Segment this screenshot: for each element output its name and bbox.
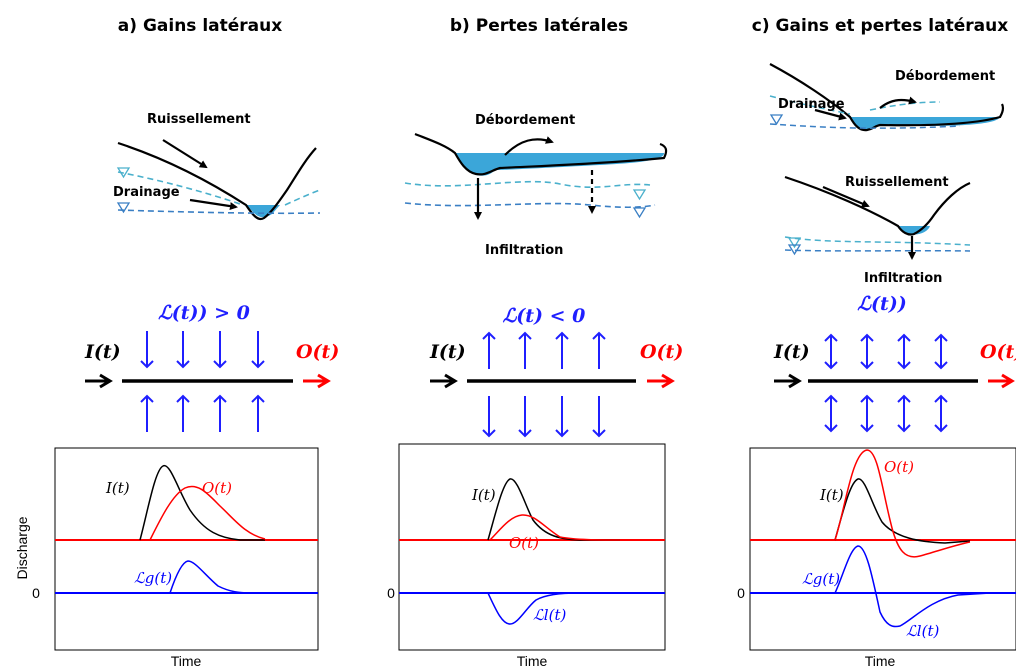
panel-a-flux-diagram: ℒ(t)) > 0 I(t) O(t) (84, 302, 339, 432)
sketch-label-infiltration-c: Infiltration (864, 271, 942, 286)
panel-c-x-axis-label: Time (865, 653, 896, 669)
sketch-label-ruissellement: Ruissellement (147, 112, 251, 127)
panel-b-graph: I(t) O(t) ℒl(t) 0 Time (387, 443, 666, 669)
panel-a-graph-lateral-label: ℒg(t) (134, 569, 172, 587)
panel-b-input-hydrograph (487, 478, 620, 541)
y-axis-label: Discharge (14, 516, 30, 579)
panel-c-input-hydrograph (834, 478, 971, 544)
panel-b-flux-label: ℒ(t) < 0 (503, 305, 586, 327)
panel-c-input-label: I(t) (773, 341, 810, 363)
panel-c-sketch-top: Débordement Drainage (769, 63, 1005, 132)
panel-b-graph-input-label: I(t) (471, 486, 496, 504)
panel-b-title: b) Pertes latérales (450, 16, 628, 36)
panel-b-input-label: I(t) (429, 341, 466, 363)
panel-a-input-label: I(t) (84, 341, 121, 363)
panel-c-flux-label: ℒ(t)) (857, 293, 906, 315)
sketch-label-debordement: Débordement (475, 113, 575, 128)
panel-a-graph-input-label: I(t) (105, 479, 130, 497)
panel-a-zero-label: 0 (32, 585, 40, 601)
panel-b-sketch: Débordement Infiltration (404, 113, 668, 258)
panel-c-graph-output-label: O(t) (884, 458, 914, 476)
panel-a-input-hydrograph (139, 465, 265, 541)
panel-b-lateral-hydrograph (487, 592, 581, 625)
panel-b-x-axis-label: Time (517, 653, 548, 669)
panel-a-flux-label: ℒ(t)) > 0 (158, 302, 250, 324)
sketch-label-drainage: Drainage (113, 185, 180, 200)
panel-c-lateral-hydrograph (834, 545, 991, 628)
panel-a-graph-frame (54, 447, 319, 651)
panel-c-flux-diagram: ℒ(t)) I(t) O(t) (773, 293, 1016, 433)
panel-c-graph-lateral-label: ℒg(t) (802, 570, 840, 588)
panel-a-sketch: Ruissellement Drainage (113, 112, 321, 221)
panel-a-x-axis-label: Time (171, 653, 202, 669)
sketch-label-ruissellement-c: Ruissellement (845, 175, 949, 190)
panel-b-zero-label: 0 (387, 585, 395, 601)
panel-c-sketch-bottom: Ruissellement Infiltration (784, 175, 971, 286)
panel-b-output-hydrograph (489, 514, 621, 541)
panel-b-output-label: O(t) (640, 341, 683, 363)
panel-b-graph-frame (398, 443, 666, 651)
sketch-label-infiltration: Infiltration (485, 243, 563, 258)
panel-c-graph-frame (749, 447, 1016, 651)
panel-a-output-label: O(t) (296, 341, 339, 363)
panel-a-output-hydrograph (149, 485, 266, 541)
panel-a-graph-output-label: O(t) (202, 479, 232, 497)
panel-a-title: a) Gains latéraux (118, 16, 282, 36)
panel-c-graph: I(t) O(t) ℒg(t) ℒl(t) 0 Time (737, 447, 1016, 669)
panel-c-graph-input-label: I(t) (819, 486, 844, 504)
panel-a-graph: I(t) O(t) ℒg(t) Discharge 0 Time (14, 447, 319, 669)
panel-b-flux-diagram: ℒ(t) < 0 I(t) O(t) (429, 305, 683, 438)
sketch-label-debordement-c: Débordement (895, 69, 995, 84)
panel-c-graph-lateral2-label: ℒl(t) (906, 622, 939, 640)
panel-b-graph-lateral-label: ℒl(t) (533, 606, 566, 624)
panel-c-zero-label: 0 (737, 585, 745, 601)
panel-c-output-label: O(t) (980, 341, 1016, 363)
sketch-label-drainage-c: Drainage (778, 97, 845, 112)
panel-c-title: c) Gains et pertes latéraux (752, 16, 1008, 36)
panel-c-output-hydrograph (834, 449, 971, 558)
panel-b-graph-output-label: O(t) (509, 534, 539, 552)
panel-a-lateral-hydrograph (169, 560, 251, 594)
